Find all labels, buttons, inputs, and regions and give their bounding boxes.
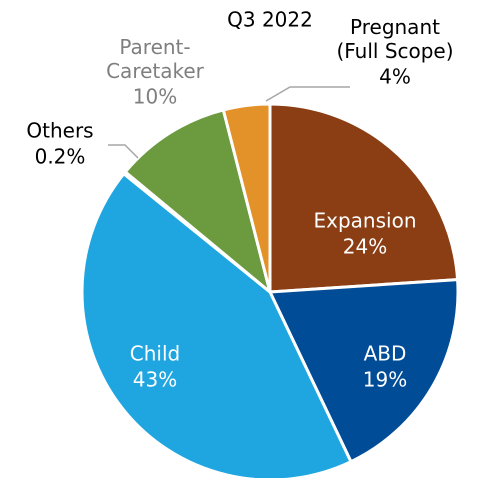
- category-label: Expansion: [314, 209, 417, 233]
- category-label: Pregnant (Full Scope): [336, 15, 453, 63]
- category-label: Parent-Caretaker: [106, 35, 205, 83]
- pie-slice: [267, 278, 460, 464]
- value-label: 19%: [363, 368, 407, 392]
- leader-line: [108, 144, 139, 159]
- category-label: ABD: [364, 342, 407, 366]
- value-label: 4%: [379, 65, 411, 89]
- category-label: Others: [26, 119, 93, 143]
- chart-title: Q3 2022: [227, 8, 313, 32]
- pie-slice: [80, 171, 353, 478]
- pie: [80, 102, 460, 478]
- value-label: 43%: [133, 368, 177, 392]
- value-label: 0.2%: [35, 145, 86, 169]
- pie-slice: [268, 102, 460, 294]
- category-label: Child: [130, 342, 180, 366]
- value-label: 10%: [133, 85, 177, 109]
- value-label: 24%: [343, 235, 387, 259]
- leader-line: [265, 86, 350, 102]
- pie-slice: [221, 102, 272, 293]
